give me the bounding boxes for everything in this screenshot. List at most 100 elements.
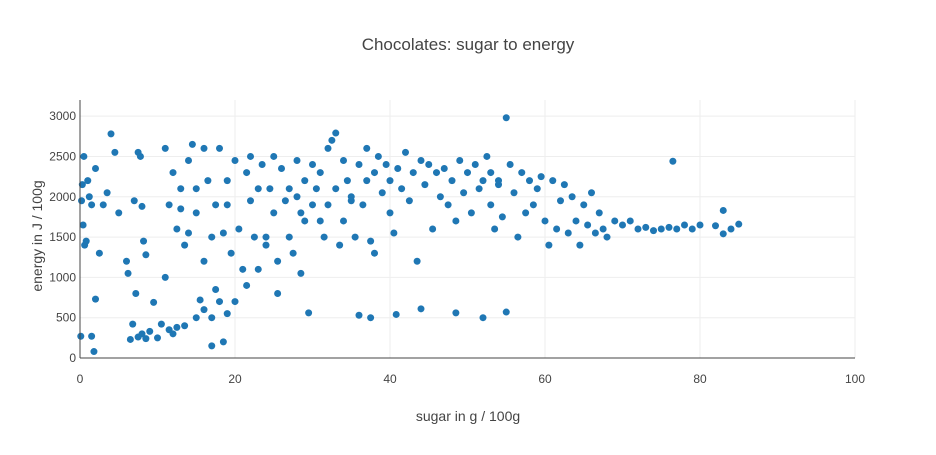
data-point (591, 229, 599, 237)
data-point (161, 273, 169, 281)
data-point (192, 314, 200, 322)
data-point (572, 217, 580, 225)
data-point (347, 193, 355, 201)
data-point (371, 169, 378, 177)
data-point (270, 209, 278, 217)
data-point (181, 322, 189, 330)
data-point (421, 181, 429, 189)
data-point (471, 161, 479, 168)
data-point (154, 334, 161, 342)
data-point (82, 237, 90, 245)
data-point (673, 225, 681, 233)
data-point (243, 169, 251, 177)
data-point (719, 206, 727, 214)
data-point (123, 257, 130, 265)
data-point (223, 177, 231, 185)
data-point (529, 201, 537, 209)
data-point (80, 152, 88, 160)
data-point (146, 327, 154, 335)
data-point (452, 309, 460, 317)
data-point (696, 221, 704, 229)
data-point (285, 185, 293, 193)
data-point (611, 217, 619, 225)
data-point (309, 201, 316, 209)
points-layer (77, 114, 743, 356)
y-tick-label: 2000 (49, 190, 76, 204)
data-point (510, 189, 518, 197)
data-point (483, 152, 491, 160)
x-tick-label: 40 (383, 372, 397, 386)
data-point (200, 144, 208, 152)
data-point (332, 185, 340, 193)
data-point (250, 233, 258, 241)
data-point (111, 148, 119, 156)
data-point (254, 185, 262, 193)
data-point (464, 169, 471, 177)
data-point (448, 177, 456, 185)
data-point (169, 330, 177, 338)
data-point (479, 177, 487, 185)
data-point (549, 177, 557, 185)
data-point (130, 197, 138, 205)
data-point (200, 306, 208, 314)
data-point (576, 241, 584, 249)
data-point (475, 185, 483, 193)
data-point (301, 177, 309, 185)
x-axis-title: sugar in g / 100g (416, 408, 520, 424)
data-point (382, 161, 390, 168)
data-point (502, 114, 510, 122)
data-point (398, 185, 406, 193)
data-point (88, 332, 96, 340)
data-point (181, 241, 189, 249)
y-tick-label: 1500 (49, 230, 76, 244)
data-point (185, 156, 192, 164)
data-point (522, 209, 530, 217)
data-point (735, 220, 743, 228)
data-point (657, 225, 665, 233)
chart-title: Chocolates: sugar to energy (362, 35, 575, 54)
data-point (495, 177, 502, 185)
y-tick-label: 2500 (49, 149, 76, 163)
data-point (712, 222, 719, 230)
data-point (173, 225, 181, 233)
data-point (599, 225, 607, 233)
data-point (560, 181, 568, 189)
data-point (324, 144, 332, 152)
data-point (390, 229, 398, 237)
data-point (498, 213, 506, 221)
data-point (417, 156, 425, 164)
data-point (367, 314, 375, 322)
data-point (456, 156, 464, 164)
data-point (340, 156, 347, 164)
data-point (293, 193, 301, 201)
data-point (219, 338, 227, 346)
data-point (212, 285, 220, 293)
data-point (374, 152, 382, 160)
data-point (188, 140, 196, 148)
data-point (88, 201, 96, 209)
y-tick-label: 3000 (49, 109, 76, 123)
data-point (285, 233, 293, 241)
data-point (247, 152, 254, 160)
data-point (132, 290, 140, 297)
data-point (479, 314, 487, 322)
data-point (309, 161, 316, 168)
data-point (392, 310, 400, 318)
data-point (219, 229, 227, 237)
data-point (460, 189, 468, 197)
data-point (247, 197, 254, 205)
data-point (235, 225, 243, 233)
data-point (727, 225, 735, 233)
data-point (491, 225, 499, 233)
data-point (328, 136, 336, 144)
data-point (440, 165, 448, 173)
data-point (274, 290, 282, 297)
data-point (363, 144, 371, 152)
data-point (719, 230, 727, 238)
data-point (502, 308, 510, 316)
data-point (526, 177, 533, 185)
x-tick-label: 80 (693, 372, 707, 386)
data-point (537, 173, 545, 181)
